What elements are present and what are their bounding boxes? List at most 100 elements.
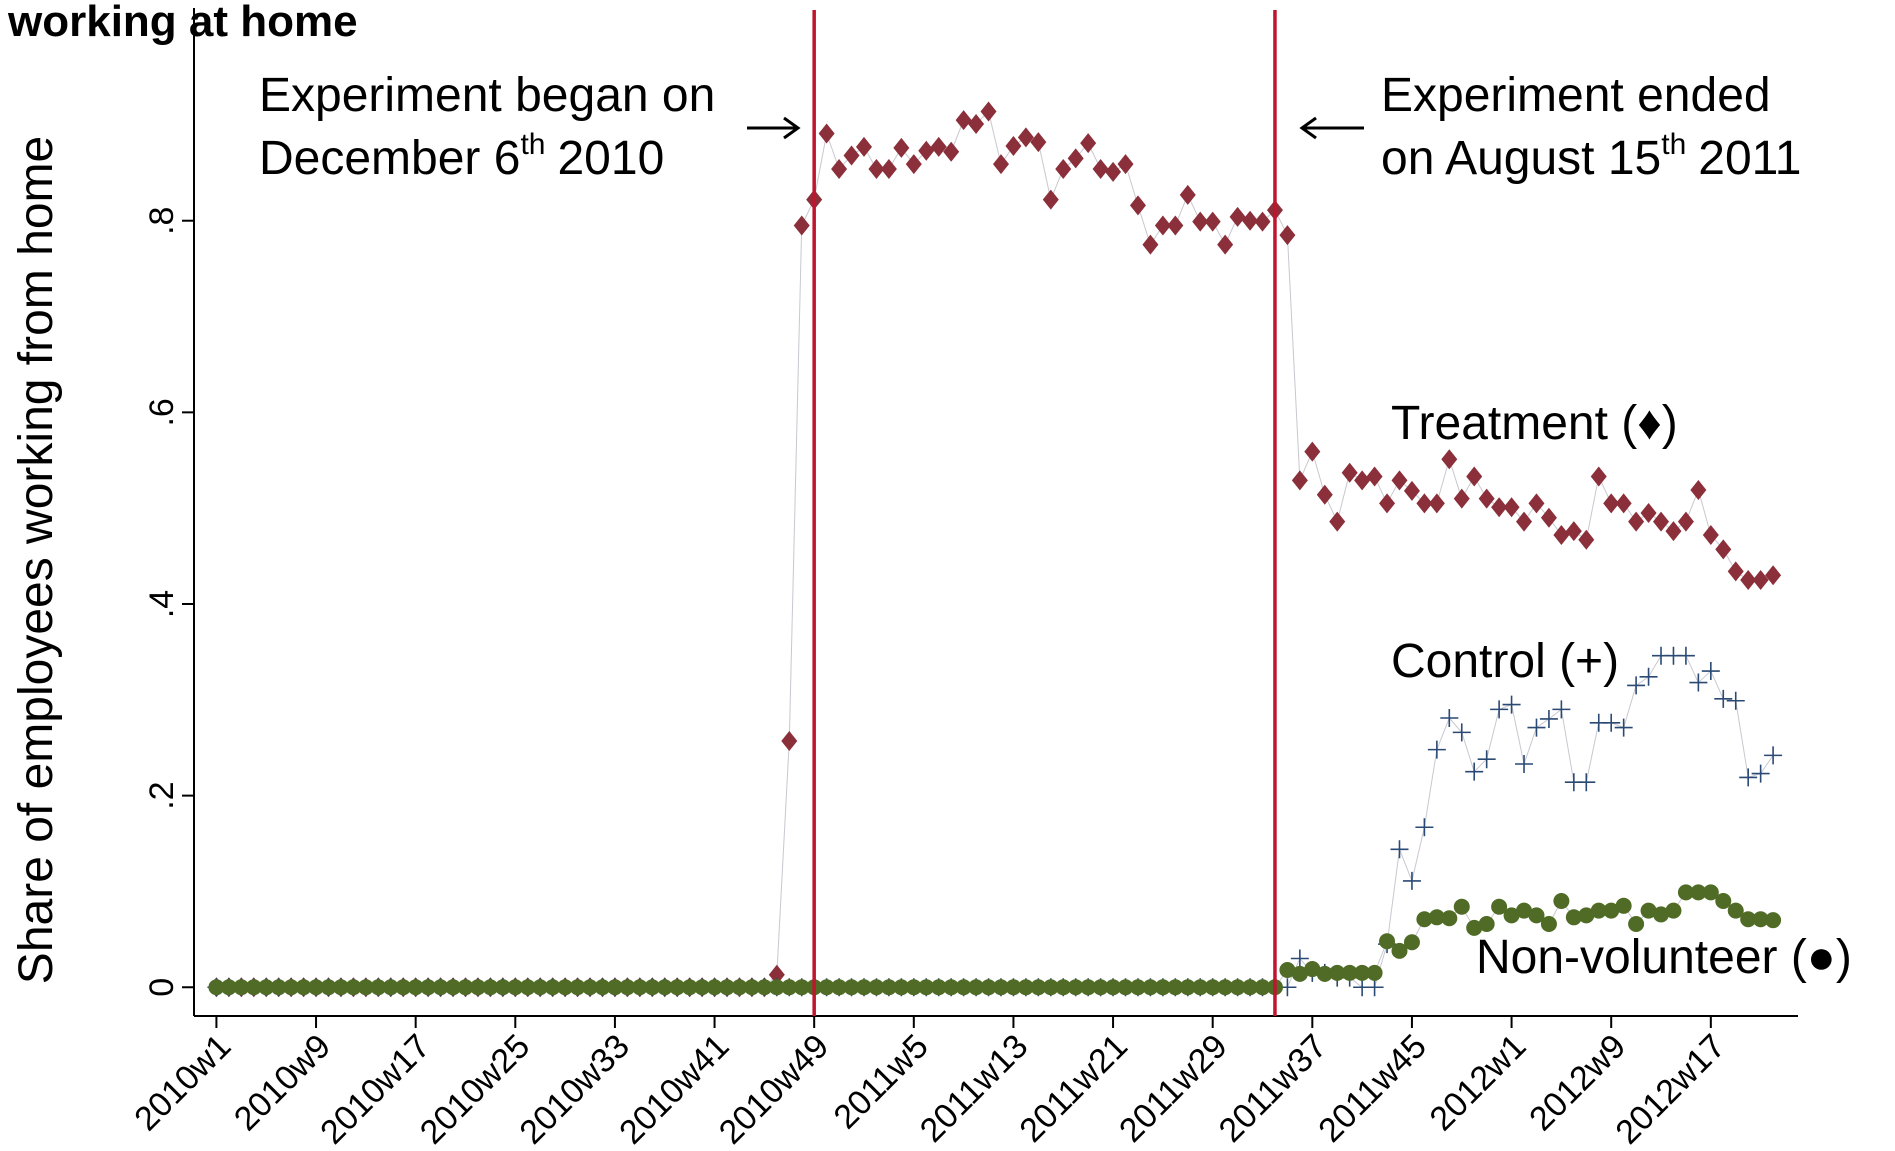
non-volunteer-point xyxy=(1142,979,1159,996)
control-point xyxy=(1440,709,1459,728)
treatment-point xyxy=(1740,570,1757,591)
non-volunteer-point xyxy=(569,979,586,996)
control-point xyxy=(1452,723,1471,742)
non-volunteer-point xyxy=(270,979,287,996)
non-volunteer-point xyxy=(992,979,1009,996)
treatment-point xyxy=(1503,497,1520,518)
non-volunteer-point xyxy=(457,979,474,996)
non-volunteer-point xyxy=(1665,902,1682,919)
non-volunteer-point xyxy=(644,979,661,996)
x-tick-label: 2012w17 xyxy=(1608,1027,1732,1151)
treatment-point xyxy=(1553,524,1570,545)
non-volunteer-point xyxy=(258,979,275,996)
treatment-point xyxy=(1727,561,1744,582)
treatment-point xyxy=(1229,206,1246,227)
non-volunteer-point xyxy=(1516,902,1533,919)
treatment-point xyxy=(1453,488,1470,509)
non-volunteer-point xyxy=(1055,979,1072,996)
treatment-point xyxy=(793,215,810,236)
treatment-point xyxy=(1653,511,1670,532)
treatment-point xyxy=(1628,511,1645,532)
non-volunteer-point xyxy=(1117,979,1134,996)
control-point xyxy=(1477,750,1496,769)
treatment-point xyxy=(1092,158,1109,179)
non-volunteer-point xyxy=(332,979,349,996)
treatment-point xyxy=(1603,493,1620,514)
non-volunteer-point xyxy=(1391,942,1408,959)
non-volunteer-point xyxy=(557,979,574,996)
treatment-point xyxy=(1067,148,1084,169)
annotation-sup: th xyxy=(1661,128,1686,161)
y-tick-label: .6 xyxy=(143,398,181,426)
treatment-point xyxy=(1142,234,1159,255)
non-volunteer-point xyxy=(1354,964,1371,981)
non-volunteer-point xyxy=(420,979,437,996)
control-point xyxy=(1639,667,1658,686)
non-volunteer-point xyxy=(582,979,599,996)
treatment-point xyxy=(930,136,947,157)
treatment-point xyxy=(1042,189,1059,210)
non-volunteer-point xyxy=(1341,964,1358,981)
control-point xyxy=(1402,871,1421,890)
non-volunteer-point xyxy=(855,979,872,996)
non-volunteer-point xyxy=(880,979,897,996)
treatment-point xyxy=(1528,493,1545,514)
annotation-text: December 6th 2010 xyxy=(259,128,664,185)
non-volunteer-point xyxy=(1217,979,1234,996)
non-volunteer-point xyxy=(1628,916,1645,933)
x-tick-label: 2011w29 xyxy=(1112,1027,1235,1150)
non-volunteer-point xyxy=(1067,979,1084,996)
non-volunteer-point xyxy=(1242,979,1259,996)
control-point xyxy=(1614,718,1633,737)
treatment-point xyxy=(968,113,985,134)
treatment-point xyxy=(1030,132,1047,153)
non-volunteer-point xyxy=(868,979,885,996)
annotation-text: on August 15th 2011 xyxy=(1381,128,1802,185)
treatment-point xyxy=(1565,521,1582,542)
chart-title: working at home xyxy=(7,0,358,46)
non-volunteer-point xyxy=(818,979,835,996)
non-volunteer-point xyxy=(507,979,524,996)
treatment-point xyxy=(918,140,935,161)
non-volunteer-point xyxy=(606,979,623,996)
control-point xyxy=(1714,689,1733,708)
non-volunteer-point xyxy=(631,979,648,996)
annotation-text: 2011 xyxy=(1698,132,1801,185)
treatment-point xyxy=(1055,158,1072,179)
x-tick-label: 2010w41 xyxy=(612,1027,736,1151)
treatment-point xyxy=(1192,211,1209,232)
non-volunteer-point xyxy=(1179,979,1196,996)
non-volunteer-point xyxy=(905,979,922,996)
control-point xyxy=(1739,768,1758,787)
treatment-point xyxy=(1080,133,1097,154)
non-volunteer-point xyxy=(519,979,536,996)
treatment-point xyxy=(992,154,1009,175)
non-volunteer-point xyxy=(1653,906,1670,923)
non-volunteer-point xyxy=(719,979,736,996)
non-volunteer-point xyxy=(1453,898,1470,915)
non-volunteer-point xyxy=(930,979,947,996)
non-volunteer-point xyxy=(370,979,387,996)
non-volunteer-point xyxy=(1540,916,1557,933)
x-tick-label: 2011w21 xyxy=(1012,1027,1135,1150)
treatment-point xyxy=(1316,484,1333,505)
non-volunteer-point xyxy=(681,979,698,996)
non-volunteer-point xyxy=(1690,884,1707,901)
x-tick-label: 2010w1 xyxy=(127,1027,238,1138)
non-volunteer-point xyxy=(245,979,262,996)
annotation-text: Experiment began on xyxy=(259,69,715,122)
non-volunteer-point xyxy=(1154,979,1171,996)
non-volunteer-point xyxy=(208,979,225,996)
treatment-point xyxy=(1690,479,1707,500)
non-volunteer-point xyxy=(1005,979,1022,996)
control-point xyxy=(1515,755,1534,773)
non-volunteer-point xyxy=(1403,934,1420,951)
non-volunteer-point xyxy=(357,979,374,996)
non-volunteer-point xyxy=(407,979,424,996)
non-volunteer-point xyxy=(1702,884,1719,901)
non-volunteer-point xyxy=(1478,916,1495,933)
treatment-point xyxy=(1017,127,1034,148)
treatment-point xyxy=(1217,234,1234,255)
non-volunteer-point xyxy=(1603,902,1620,919)
